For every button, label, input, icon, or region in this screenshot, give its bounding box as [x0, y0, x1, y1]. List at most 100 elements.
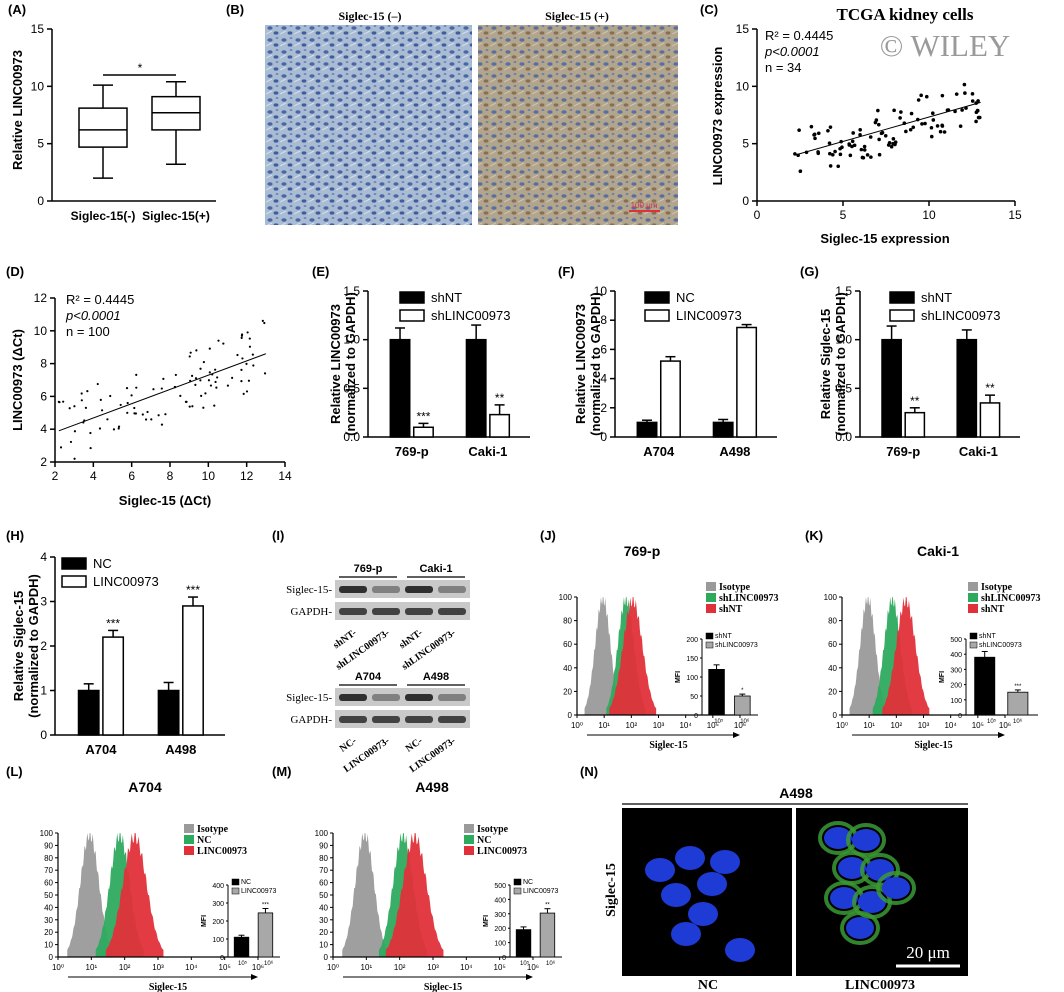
y-axis-label-2: (normalized to GAPDH) [343, 292, 358, 436]
data-point [876, 108, 880, 113]
x-axis-label: Siglec-15 [914, 740, 952, 751]
western-blot: 769-p Caki-1Siglec-15-GAPDH-shNT-shLINC00… [286, 563, 470, 775]
data-point [207, 379, 211, 382]
legend-swatch [968, 582, 978, 591]
x-tick-label: 10⁵ [707, 721, 719, 730]
category-label: Siglec-15(-) [71, 209, 136, 223]
inset-legend-swatch [513, 887, 522, 895]
x-tick-label: 10¹ [361, 963, 373, 972]
inset-legend-swatch [705, 641, 714, 649]
data-point [889, 144, 894, 149]
data-point [828, 151, 832, 156]
p-value: p<0.0001 [65, 308, 121, 323]
x-tick-label: 10⁴ [185, 963, 198, 972]
plot-area: 0 2 4 6 8 10 Relative LINC00973 (normalized to … [573, 284, 777, 459]
y-tick-label: 0.5 [343, 381, 360, 395]
legend-label: LINC00973 [676, 308, 742, 323]
data-point [828, 164, 833, 168]
nucleus [671, 922, 701, 946]
plot-area: 0 5 10 15 0 5 10 15 [736, 22, 1022, 222]
panel-letter: (J) [540, 528, 556, 543]
y-tick-label: 20 [828, 687, 837, 696]
x-axis-arrow-head [998, 732, 1005, 738]
histogram-red [385, 833, 444, 957]
inset-y-tick-label: 0 [502, 955, 506, 962]
y-tick-label: 50 [44, 891, 53, 900]
y-tick-label: 100 [315, 829, 329, 838]
bar [182, 605, 204, 736]
y-tick-label: 70 [319, 866, 328, 875]
data-point [190, 374, 194, 377]
panel-h: (H) 0 1 2 3 4 Relative Siglec-15 (normalized t… [6, 528, 225, 757]
lane-label: NC- [338, 735, 359, 754]
legend-swatch [706, 604, 716, 613]
y-axis-label: Relative LINC00973 [10, 50, 25, 170]
y-tick-label: 60 [563, 640, 572, 649]
x-tick-label: 12 [240, 469, 254, 483]
nucleus [866, 859, 894, 881]
legend-swatch [968, 604, 978, 613]
panel-b: (B) Siglec-15 (–) Siglec-15 (+) 100 μm [226, 2, 678, 225]
data-point [816, 131, 821, 136]
data-point [929, 134, 934, 139]
data-point [851, 131, 855, 135]
data-point [886, 143, 891, 147]
panel-letter: (G) [800, 264, 819, 279]
histogram-red [882, 597, 930, 715]
histogram-red [105, 833, 164, 957]
inset-bar [233, 936, 250, 958]
blot-strip [335, 688, 470, 706]
data-point [135, 373, 138, 376]
nucleus [710, 850, 740, 874]
legend-swatch [644, 309, 670, 322]
y-tick-label: 60 [319, 879, 328, 888]
data-point [119, 403, 122, 407]
data-point [160, 423, 164, 426]
inset-legend-label: shNT [979, 633, 996, 640]
legend-label: NC [197, 835, 211, 846]
data-point [923, 121, 927, 126]
y-tick-label: 60 [828, 640, 837, 649]
y-tick-label: 15 [736, 22, 750, 36]
r-squared: R² = 0.4445 [66, 292, 134, 307]
data-point [953, 109, 957, 114]
r-squared: R² = 0.4445 [765, 28, 833, 43]
data-point [150, 418, 153, 421]
data-point [960, 108, 964, 112]
data-point [98, 427, 102, 430]
x-axis-label: Siglec-15 expression [820, 231, 949, 246]
inset-x-tick-label: 10⁶ [740, 718, 750, 725]
inset-bar [974, 656, 996, 716]
data-point [240, 379, 243, 383]
data-point [862, 144, 867, 149]
data-point [248, 345, 252, 348]
x-tick-label: 10⁵ [219, 963, 231, 972]
data-point [898, 116, 902, 120]
y-tick-label: 90 [319, 841, 328, 850]
x-axis-label: Siglec-15 [424, 982, 462, 992]
inset-x-tick-label: 10⁶ [1013, 718, 1023, 725]
data-point [962, 82, 967, 87]
panel-c: (C) TCGA kidney cells © WILEY R² = 0.444… [700, 2, 1022, 246]
y-tick-label: 0 [600, 430, 607, 444]
blot-strip [335, 710, 470, 728]
blot-band [339, 608, 367, 615]
data-point [73, 430, 77, 433]
x-tick-label: 10⁴ [679, 721, 692, 730]
data-point [938, 129, 943, 134]
data-point [970, 92, 975, 96]
data-point [152, 388, 155, 391]
category-label: A498 [165, 742, 196, 757]
data-point [222, 342, 225, 345]
y-tick-label: 40 [44, 903, 53, 912]
data-point [916, 98, 921, 102]
data-point [96, 382, 99, 386]
ihc-image-positive [478, 25, 678, 225]
data-point [920, 122, 924, 126]
legend-label: shNT [981, 604, 1005, 615]
nucleus [661, 883, 691, 907]
inset-y-tick-label: 0 [694, 713, 698, 720]
inset-y-tick-label: 150 [686, 656, 698, 663]
